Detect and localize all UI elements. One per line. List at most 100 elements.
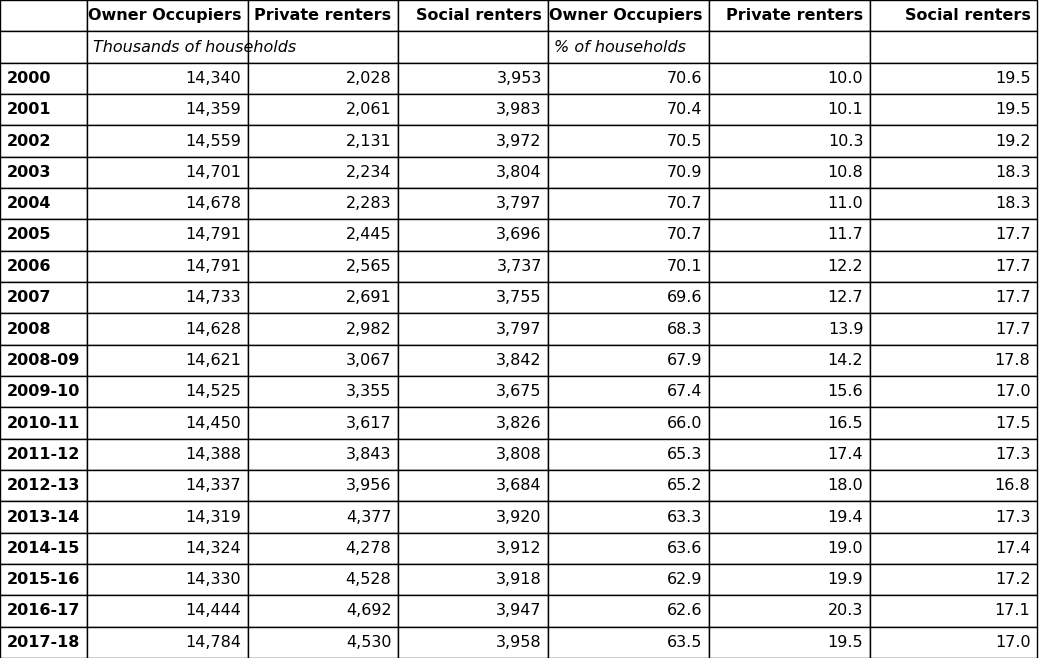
Bar [870,125,1037,157]
Bar [248,533,398,564]
Bar [0,439,87,470]
Bar [709,626,870,658]
Bar [398,32,548,63]
Bar [709,407,870,439]
Bar [0,251,87,282]
Bar [398,188,548,219]
Text: 14.2: 14.2 [827,353,863,368]
Text: 14,359: 14,359 [185,102,241,117]
Bar [87,313,248,345]
Text: 14,791: 14,791 [185,228,241,243]
Bar [709,501,870,533]
Bar [548,564,709,595]
Text: 3,956: 3,956 [346,478,391,493]
Bar [398,376,548,407]
Text: 10.0: 10.0 [827,71,863,86]
Text: 14,337: 14,337 [185,478,241,493]
Text: 69.6: 69.6 [667,290,703,305]
Bar [0,533,87,564]
Text: 19.4: 19.4 [827,509,863,524]
Text: 14,388: 14,388 [185,447,241,462]
Text: Social renters: Social renters [416,8,542,23]
Text: 14,733: 14,733 [185,290,241,305]
Text: 3,972: 3,972 [496,134,542,149]
Bar [398,94,548,125]
Text: 2001: 2001 [6,102,51,117]
Text: 3,067: 3,067 [346,353,391,368]
Text: 68.3: 68.3 [667,322,703,336]
Text: 19.5: 19.5 [995,71,1030,86]
Bar [398,439,548,470]
Text: 14,525: 14,525 [185,384,241,399]
Bar [87,188,248,219]
Bar [87,94,248,125]
Text: 2014-15: 2014-15 [6,541,79,556]
Text: 18.0: 18.0 [827,478,863,493]
Bar [0,501,87,533]
Bar [548,251,709,282]
Bar [0,188,87,219]
Bar [87,626,248,658]
Bar [0,219,87,251]
Text: 3,797: 3,797 [496,196,542,211]
Bar [709,564,870,595]
Text: 14,784: 14,784 [185,635,241,650]
Bar [398,533,548,564]
Bar [709,595,870,626]
Bar [87,376,248,407]
Text: Social renters: Social renters [905,8,1030,23]
Bar [709,219,870,251]
Bar [0,282,87,313]
Text: 2,982: 2,982 [346,322,391,336]
Text: 4,692: 4,692 [346,603,391,619]
Bar [398,595,548,626]
Bar [709,533,870,564]
Text: 17.5: 17.5 [995,415,1030,430]
Bar [398,125,548,157]
Bar [398,0,548,32]
Bar [87,439,248,470]
Text: 2008-09: 2008-09 [6,353,79,368]
Bar [87,125,248,157]
Text: 63.5: 63.5 [668,635,703,650]
Text: 12.7: 12.7 [827,290,863,305]
Text: 14,621: 14,621 [185,353,241,368]
Bar [248,32,398,63]
Bar [0,564,87,595]
Text: 2013-14: 2013-14 [6,509,79,524]
Text: 67.4: 67.4 [667,384,703,399]
Text: 17.7: 17.7 [995,228,1030,243]
Bar [548,439,709,470]
Text: 2011-12: 2011-12 [6,447,79,462]
Bar [548,595,709,626]
Text: 3,808: 3,808 [496,447,542,462]
Text: 18.3: 18.3 [995,165,1030,180]
Bar [548,219,709,251]
Text: 62.6: 62.6 [667,603,703,619]
Bar [709,157,870,188]
Bar [248,188,398,219]
Text: 3,918: 3,918 [496,572,542,587]
Bar [0,407,87,439]
Bar [0,313,87,345]
Text: 19.5: 19.5 [995,102,1030,117]
Text: 70.5: 70.5 [667,134,703,149]
Text: 3,675: 3,675 [496,384,542,399]
Text: 2017-18: 2017-18 [6,635,79,650]
Text: 63.6: 63.6 [668,541,703,556]
Bar [870,0,1037,32]
Text: 17.4: 17.4 [995,541,1030,556]
Bar [548,125,709,157]
Text: 14,330: 14,330 [185,572,241,587]
Text: 3,684: 3,684 [496,478,542,493]
Text: 2012-13: 2012-13 [6,478,79,493]
Bar [709,125,870,157]
Text: 3,826: 3,826 [496,415,542,430]
Text: Owner Occupiers: Owner Occupiers [549,8,703,23]
Bar [398,157,548,188]
Text: 2,283: 2,283 [346,196,391,211]
Bar [0,32,87,63]
Text: 4,377: 4,377 [346,509,391,524]
Bar [0,470,87,501]
Text: 2,445: 2,445 [346,228,391,243]
